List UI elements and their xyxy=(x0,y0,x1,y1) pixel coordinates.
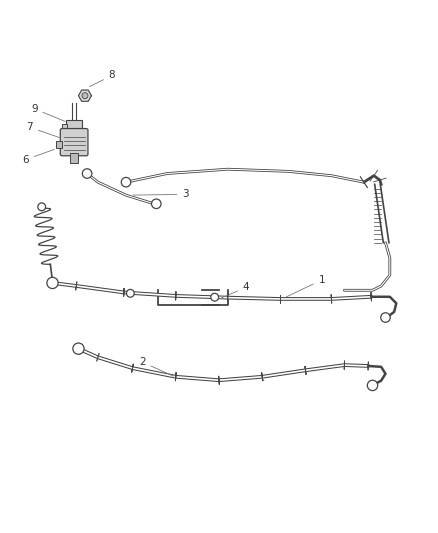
Circle shape xyxy=(82,169,92,178)
Text: 2: 2 xyxy=(139,357,173,376)
Circle shape xyxy=(381,313,390,322)
Bar xyxy=(66,120,82,132)
Circle shape xyxy=(73,343,84,354)
Text: 3: 3 xyxy=(133,189,189,199)
Bar xyxy=(56,141,63,148)
Polygon shape xyxy=(78,90,92,101)
Circle shape xyxy=(121,177,131,187)
FancyBboxPatch shape xyxy=(60,128,88,156)
Circle shape xyxy=(211,293,219,301)
Text: 8: 8 xyxy=(90,70,115,87)
Circle shape xyxy=(38,203,46,211)
Circle shape xyxy=(82,93,88,99)
Circle shape xyxy=(152,199,161,208)
Circle shape xyxy=(367,380,378,391)
Text: 4: 4 xyxy=(222,282,249,298)
Text: 9: 9 xyxy=(31,104,65,122)
Circle shape xyxy=(47,277,58,288)
Text: 7: 7 xyxy=(27,122,61,138)
Text: 1: 1 xyxy=(286,275,325,297)
Bar xyxy=(70,153,78,163)
Text: 6: 6 xyxy=(22,149,54,165)
Circle shape xyxy=(127,289,134,297)
Bar xyxy=(62,124,67,129)
